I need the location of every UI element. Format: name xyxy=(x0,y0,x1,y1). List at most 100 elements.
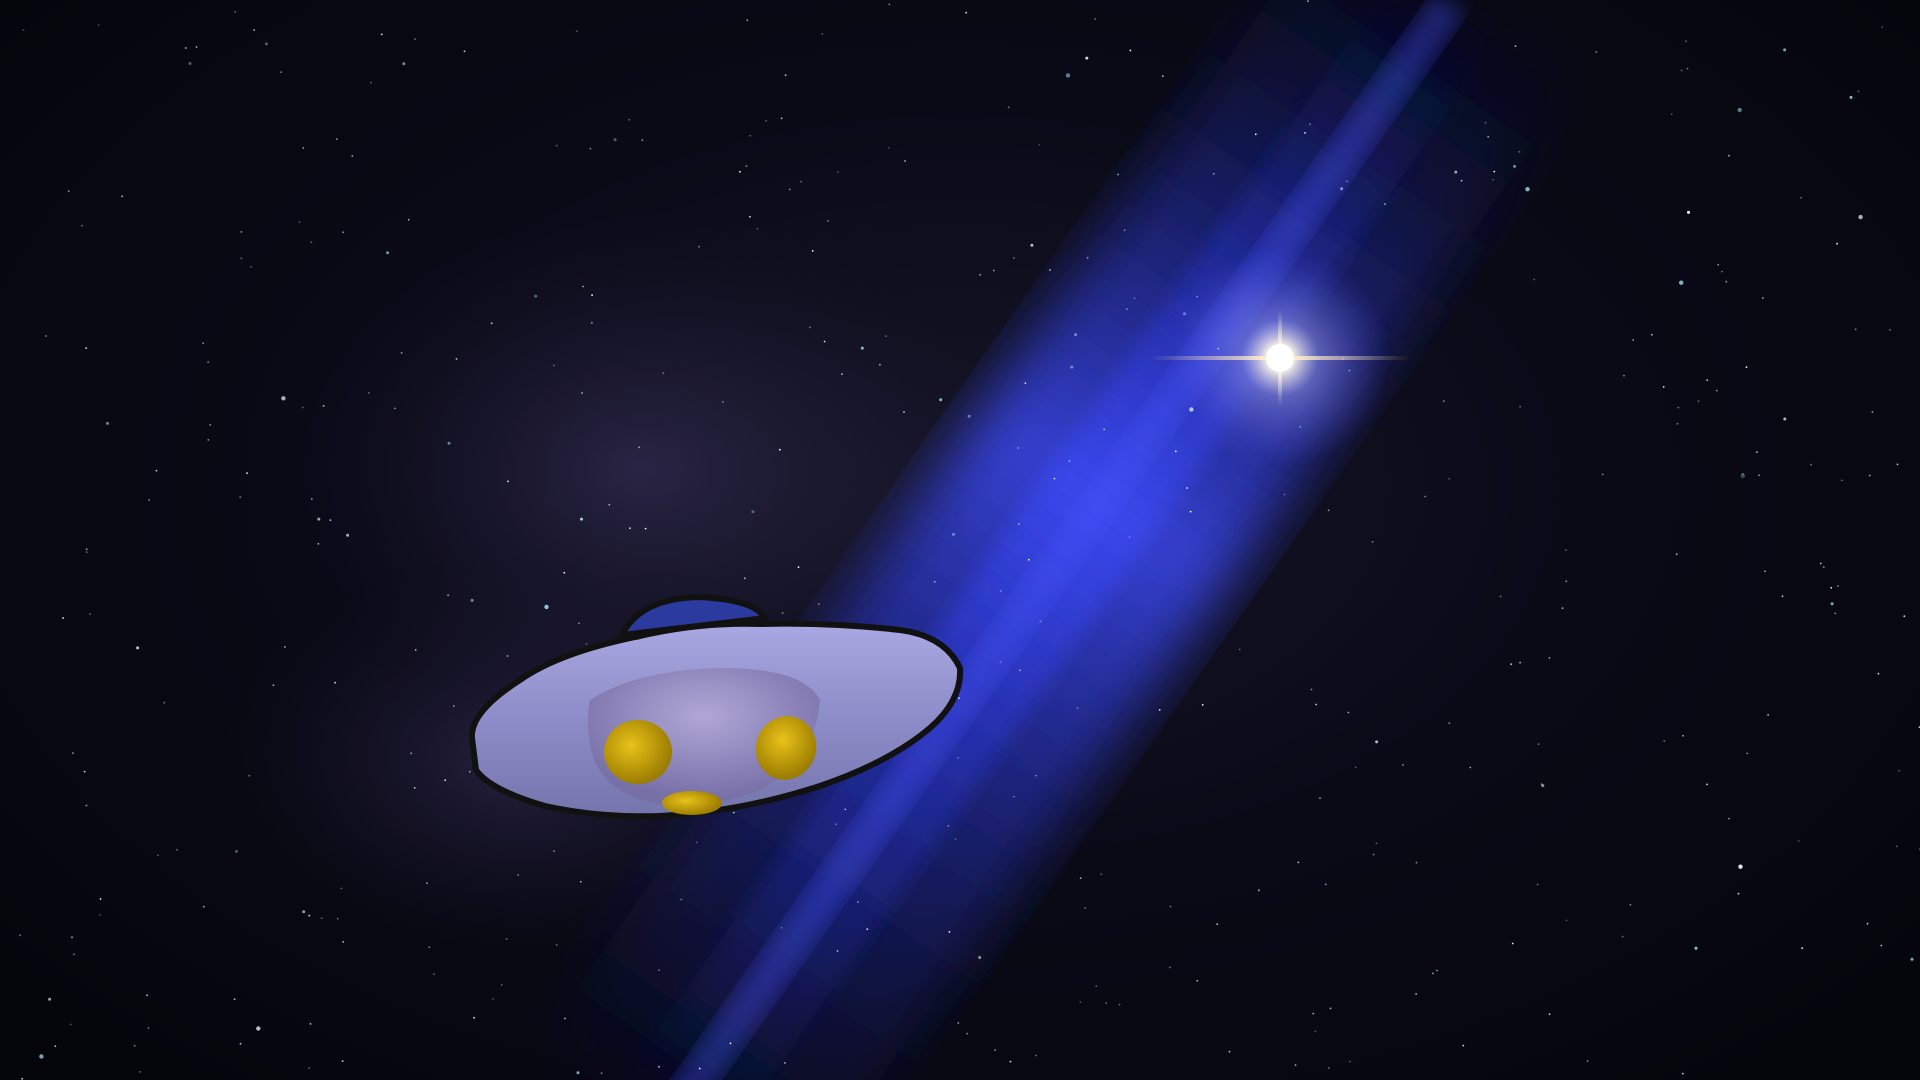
star xyxy=(1123,229,1126,232)
star xyxy=(781,612,784,614)
star xyxy=(1663,740,1666,742)
star xyxy=(473,1016,475,1019)
star xyxy=(1895,845,1898,848)
star xyxy=(500,984,503,986)
star xyxy=(809,326,811,329)
star xyxy=(827,220,829,222)
star xyxy=(1415,993,1417,995)
star xyxy=(280,71,282,73)
star xyxy=(62,617,64,619)
star xyxy=(1896,463,1899,466)
star xyxy=(320,917,323,920)
ufo-ship[interactable] xyxy=(468,594,964,820)
star xyxy=(1877,672,1880,675)
star xyxy=(1493,170,1496,173)
star xyxy=(780,926,783,929)
star xyxy=(1228,1050,1231,1053)
star xyxy=(866,928,869,931)
star xyxy=(1027,558,1030,561)
star xyxy=(1095,985,1098,987)
star xyxy=(1880,944,1883,947)
star xyxy=(662,372,665,375)
star xyxy=(308,1067,310,1069)
star xyxy=(680,898,683,901)
star xyxy=(433,973,435,976)
star xyxy=(1484,121,1487,124)
star xyxy=(1065,73,1071,78)
star xyxy=(658,969,660,972)
star xyxy=(952,532,955,536)
star xyxy=(310,241,313,244)
star xyxy=(821,32,824,35)
star xyxy=(1319,797,1321,799)
star xyxy=(426,882,428,885)
star xyxy=(239,1042,242,1045)
star xyxy=(947,824,950,827)
star xyxy=(1009,1060,1012,1063)
star xyxy=(585,643,588,645)
star xyxy=(1442,400,1445,403)
star xyxy=(335,138,338,141)
star xyxy=(1297,861,1300,864)
star xyxy=(1822,566,1825,568)
star xyxy=(69,1023,72,1026)
star xyxy=(1035,774,1037,777)
star xyxy=(1857,90,1860,93)
star xyxy=(340,887,343,890)
star xyxy=(1469,766,1472,769)
star xyxy=(81,224,83,227)
star xyxy=(310,498,313,500)
star xyxy=(1448,477,1451,480)
star xyxy=(695,841,698,844)
star xyxy=(21,1077,24,1080)
star xyxy=(455,358,458,360)
star xyxy=(1728,154,1730,157)
star xyxy=(281,396,286,401)
star xyxy=(860,346,864,350)
star xyxy=(1819,562,1822,565)
star xyxy=(580,517,583,521)
star xyxy=(202,342,205,345)
star xyxy=(1118,1003,1121,1006)
star xyxy=(992,269,995,272)
star xyxy=(233,998,236,1001)
star xyxy=(1837,585,1839,587)
star xyxy=(1715,389,1718,392)
star xyxy=(948,931,951,933)
star xyxy=(85,804,88,807)
star xyxy=(188,62,192,65)
star xyxy=(1375,842,1378,845)
star xyxy=(342,941,345,943)
star xyxy=(1623,374,1625,377)
star xyxy=(1375,740,1379,744)
star xyxy=(844,808,847,811)
star xyxy=(958,697,960,699)
star xyxy=(797,566,800,568)
star xyxy=(1216,923,1219,926)
star xyxy=(765,119,768,122)
star xyxy=(698,245,700,248)
star xyxy=(780,117,783,120)
star xyxy=(957,1022,960,1024)
star xyxy=(1347,711,1350,714)
star xyxy=(1540,783,1543,785)
star xyxy=(336,917,339,920)
star xyxy=(1189,510,1192,513)
star xyxy=(788,188,791,191)
star xyxy=(1126,308,1128,310)
star xyxy=(1086,256,1089,259)
star xyxy=(817,603,820,606)
star xyxy=(903,411,905,413)
star xyxy=(1169,905,1172,908)
star xyxy=(468,770,471,773)
star xyxy=(146,994,149,997)
star xyxy=(163,701,166,704)
star xyxy=(1049,269,1051,271)
star xyxy=(1424,495,1427,498)
star xyxy=(1781,595,1784,598)
star xyxy=(329,519,332,521)
star xyxy=(1510,663,1513,666)
star xyxy=(582,285,584,288)
star xyxy=(1834,612,1837,615)
